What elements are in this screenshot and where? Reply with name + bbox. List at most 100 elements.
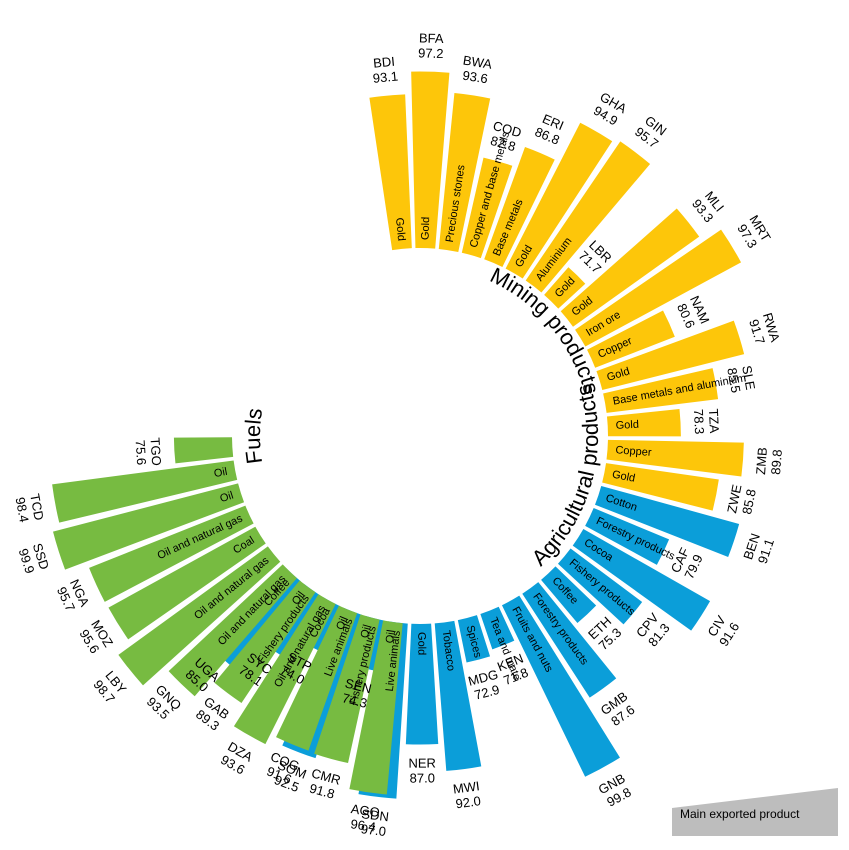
bar-gnb	[501, 595, 620, 777]
bar-eth	[541, 566, 597, 624]
product-label-zmb: Copper	[615, 444, 652, 459]
bar-ssd	[53, 483, 245, 570]
legend-swatch	[672, 788, 838, 836]
bar-caf	[585, 508, 670, 565]
country-value: 98.4	[13, 496, 32, 524]
country-value: 92.0	[455, 793, 482, 811]
bar-mdg	[457, 615, 491, 663]
bar-sle	[603, 368, 719, 413]
bar-moz	[108, 526, 266, 640]
product-label-tcd: Oil	[213, 466, 228, 480]
bar-zmb	[606, 439, 744, 477]
bar-gha	[505, 122, 613, 279]
bar-bfa	[411, 71, 450, 249]
country-code: MWI	[452, 778, 480, 796]
bar-tza	[606, 408, 681, 437]
bar-gmb	[522, 582, 617, 698]
bar-ben	[595, 485, 740, 557]
country-code: BFA	[419, 30, 444, 46]
bar-eri	[484, 147, 555, 268]
bar-ner	[405, 623, 439, 745]
bar-nam	[587, 310, 675, 368]
country-value: 93.1	[372, 68, 399, 85]
country-value: 91.7	[746, 317, 768, 346]
bar-lbr	[544, 267, 586, 309]
country-code: BDI	[373, 54, 396, 71]
product-label-bdi: Gold	[393, 217, 407, 241]
country-code: TCD	[27, 492, 47, 521]
product-label-zwe: Gold	[611, 469, 636, 485]
bar-cpv	[557, 548, 643, 625]
country-value: 72.9	[473, 682, 501, 703]
country-value: 74.3	[341, 690, 369, 711]
country-code: MDG	[466, 667, 499, 689]
product-label-ssd: Oil	[219, 490, 235, 506]
country-code: BWA	[462, 53, 493, 72]
country-value: 97.0	[360, 821, 387, 839]
country-value: 85.5	[724, 367, 743, 395]
product-label-tza: Gold	[615, 419, 639, 432]
bar-bdi	[369, 94, 412, 251]
country-value: 91.8	[308, 781, 336, 802]
bar-ken	[480, 606, 515, 650]
legend: Main exported product	[672, 788, 838, 836]
country-code: ZWE	[724, 483, 744, 515]
product-label-mwi: Tobacco	[440, 630, 457, 672]
bar-mwi	[434, 620, 482, 771]
fuels-arc-title: Fuels	[240, 406, 267, 465]
country-code: SLE	[739, 364, 758, 391]
country-code: SDN	[361, 806, 390, 824]
bar-gab	[214, 580, 316, 703]
bar-cmr	[314, 614, 380, 764]
bar-dza	[233, 594, 336, 745]
country-value: 75.6	[133, 439, 149, 465]
bar-gin	[525, 141, 651, 293]
country-code: AGO	[350, 801, 381, 820]
country-value: 93.6	[462, 68, 489, 87]
country-value: 85.8	[739, 488, 759, 516]
country-value: 96.4	[350, 816, 377, 834]
product-label-cog: Oil	[334, 615, 350, 632]
bar-mli	[560, 208, 700, 327]
bar-gnq	[168, 564, 297, 697]
country-code: NER	[408, 755, 436, 770]
fuels-arc-path	[260, 323, 307, 549]
country-code: ZMB	[753, 447, 770, 475]
bar-tgo	[173, 437, 234, 464]
bar-civ	[572, 529, 711, 631]
bar-ago	[349, 620, 403, 795]
country-value: 82.8	[489, 133, 517, 154]
product-label-ner: Gold	[415, 632, 427, 655]
